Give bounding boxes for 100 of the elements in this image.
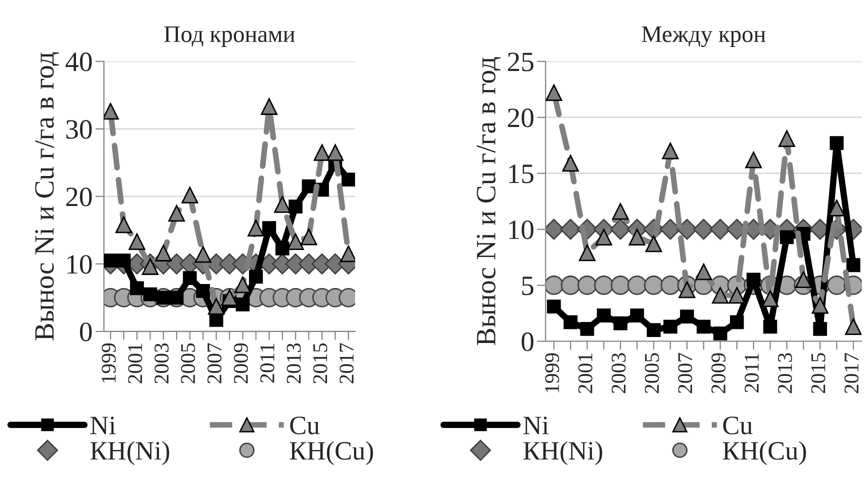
y-tick-label: 20 xyxy=(508,108,534,128)
y-axis-title: Вынос Ni и Cu г/га в год xyxy=(35,52,59,340)
point xyxy=(142,258,159,275)
y-tick-label: 5 xyxy=(522,276,534,296)
y-tick-label: 20 xyxy=(66,188,92,206)
point xyxy=(612,203,629,220)
x-tick-label: 2005 xyxy=(644,353,659,394)
point xyxy=(762,290,779,308)
point xyxy=(546,276,564,295)
point xyxy=(610,276,630,295)
point xyxy=(830,136,844,150)
x-tick-label: 2011 xyxy=(744,354,759,392)
y-tick-label: 10 xyxy=(509,220,534,240)
point xyxy=(208,298,225,315)
chart-title: Под кронами xyxy=(164,26,295,47)
point xyxy=(182,271,197,286)
x-tick-label: 2013 xyxy=(286,343,301,384)
point xyxy=(663,320,678,334)
point xyxy=(248,220,264,236)
point xyxy=(828,200,846,216)
point xyxy=(795,271,812,288)
y-tick-label: 25 xyxy=(508,52,534,72)
x-tick-label: 2015 xyxy=(313,343,328,384)
x-tick-label: 2017 xyxy=(340,343,354,384)
point xyxy=(260,98,278,115)
point xyxy=(745,152,762,168)
chart-title: Между крон xyxy=(642,26,766,48)
x-tick-label: 2009 xyxy=(711,353,726,394)
point xyxy=(710,218,731,240)
point xyxy=(730,315,744,330)
point xyxy=(546,84,562,102)
point xyxy=(778,130,796,147)
point xyxy=(546,300,561,314)
point xyxy=(340,245,356,262)
x-tick-label: 2017 xyxy=(844,352,859,394)
point xyxy=(627,276,647,295)
point xyxy=(155,244,172,262)
point xyxy=(194,246,212,263)
y-axis-title: Вынос Ni и Cu г/га в год xyxy=(476,57,501,346)
point xyxy=(562,154,579,172)
legend-label: КН(Ni) xyxy=(90,441,170,466)
point xyxy=(262,221,276,236)
x-tick-label: 2013 xyxy=(778,353,792,394)
x-tick-label: 2007 xyxy=(678,352,692,394)
x-tick-label: 2003 xyxy=(154,343,169,384)
point xyxy=(236,297,250,312)
legend-label: КН(Cu) xyxy=(290,441,373,466)
point xyxy=(696,320,711,334)
x-tick-label: 2001 xyxy=(578,354,592,394)
y-tick-label: 0 xyxy=(522,332,534,352)
point xyxy=(763,320,778,334)
point xyxy=(326,144,344,161)
point xyxy=(713,326,728,340)
point xyxy=(104,103,119,120)
y-tick-label: 0 xyxy=(80,322,92,342)
x-tick-label: 2007 xyxy=(207,343,222,384)
point xyxy=(780,230,794,244)
legend-label: КН(Cu) xyxy=(722,441,806,466)
point xyxy=(580,322,594,336)
point xyxy=(577,276,597,295)
point xyxy=(314,144,330,161)
point xyxy=(274,196,291,213)
x-tick-label: 1999 xyxy=(545,353,560,392)
point xyxy=(695,264,712,280)
point xyxy=(660,218,681,240)
point xyxy=(143,287,158,302)
point xyxy=(248,270,263,284)
y-tick-label: 15 xyxy=(509,164,534,184)
point xyxy=(196,284,210,298)
legend-label: Ni xyxy=(90,416,116,434)
point xyxy=(596,308,611,322)
point xyxy=(728,287,746,304)
point xyxy=(812,297,828,314)
point xyxy=(646,323,661,337)
point xyxy=(826,276,846,295)
legend-label: Cu xyxy=(290,416,320,434)
point xyxy=(130,281,144,296)
point xyxy=(614,316,628,330)
point xyxy=(288,200,303,214)
point xyxy=(300,228,318,246)
point xyxy=(116,254,131,268)
point xyxy=(660,276,680,295)
x-tick-label: 2003 xyxy=(612,353,626,394)
x-tick-label: 2009 xyxy=(234,343,248,384)
point xyxy=(182,186,198,204)
point xyxy=(644,276,664,295)
point xyxy=(678,281,696,298)
point xyxy=(845,318,862,336)
y-tick-label: 30 xyxy=(66,120,92,139)
point xyxy=(287,233,304,250)
legend-label: КН(Ni) xyxy=(523,441,602,466)
y-tick-label: 40 xyxy=(66,52,92,72)
point xyxy=(275,241,290,256)
legend-label: Cu xyxy=(723,416,752,434)
point xyxy=(645,236,662,252)
x-tick-label: 2015 xyxy=(811,353,826,394)
point xyxy=(662,142,679,160)
point xyxy=(128,233,146,250)
point xyxy=(564,315,578,330)
point xyxy=(630,308,644,322)
